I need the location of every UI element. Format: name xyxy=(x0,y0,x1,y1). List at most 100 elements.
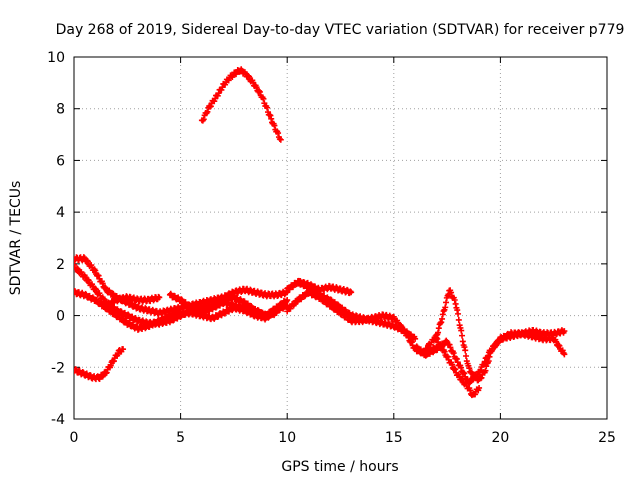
data-point xyxy=(412,335,419,342)
data-point xyxy=(423,346,430,353)
data-point xyxy=(100,295,107,302)
data-point xyxy=(454,359,461,366)
data-point xyxy=(446,341,453,348)
data-point xyxy=(553,338,560,345)
series-arc-d xyxy=(102,293,163,310)
data-point xyxy=(496,338,503,345)
data-point xyxy=(478,374,485,381)
data-point xyxy=(317,294,324,301)
series-arc-k xyxy=(433,334,483,399)
data-point xyxy=(492,343,499,350)
data-point xyxy=(441,348,448,355)
data-point xyxy=(284,297,291,304)
y-tick-label: 4 xyxy=(56,205,65,221)
data-point xyxy=(451,365,458,372)
data-point xyxy=(476,384,483,391)
data-point xyxy=(93,286,100,293)
data-point xyxy=(386,312,393,319)
data-point xyxy=(256,87,263,94)
data-point xyxy=(264,104,271,111)
series-arc-e xyxy=(166,290,280,320)
data-point xyxy=(466,365,473,372)
y-axis-label: SDTVAR / TECUs xyxy=(8,181,24,296)
data-point xyxy=(212,304,219,311)
data-point xyxy=(451,296,458,303)
data-point xyxy=(275,130,282,137)
data-point xyxy=(229,300,236,307)
data-point xyxy=(256,88,263,95)
data-point xyxy=(526,331,533,338)
x-tick-label: 10 xyxy=(278,430,296,446)
y-tick-label: 0 xyxy=(56,309,65,325)
data-point xyxy=(458,327,465,334)
series-arc-h xyxy=(294,278,355,297)
data-point xyxy=(459,332,466,339)
data-point xyxy=(74,265,81,272)
data-point xyxy=(207,103,214,110)
x-tick-label: 5 xyxy=(176,430,185,446)
data-point xyxy=(335,301,342,308)
data-point xyxy=(405,334,412,341)
chart-title: Day 268 of 2019, Sidereal Day-to-day VTE… xyxy=(56,22,625,38)
data-point xyxy=(125,311,132,318)
data-point xyxy=(408,339,415,346)
data-point xyxy=(493,342,500,349)
data-point xyxy=(271,122,278,129)
data-point xyxy=(453,355,460,362)
y-tick-label: -4 xyxy=(51,412,65,428)
y-tick-label: 6 xyxy=(56,153,65,169)
data-point xyxy=(461,370,468,377)
x-tick-label: 20 xyxy=(491,430,509,446)
data-point xyxy=(84,257,91,264)
data-point xyxy=(467,387,474,394)
data-point xyxy=(142,305,149,312)
data-point xyxy=(458,364,465,371)
data-point xyxy=(398,323,405,330)
data-point xyxy=(120,346,127,353)
data-point xyxy=(215,90,222,97)
data-point xyxy=(80,254,87,261)
data-point xyxy=(82,290,89,297)
data-point xyxy=(125,319,132,326)
data-point xyxy=(448,289,455,296)
data-point xyxy=(449,361,456,368)
data-point xyxy=(92,267,99,274)
data-point xyxy=(85,277,92,284)
x-tick-label: 15 xyxy=(385,430,403,446)
data-points xyxy=(74,66,568,399)
data-point xyxy=(561,328,568,335)
data-point xyxy=(247,286,254,293)
data-point xyxy=(348,289,355,296)
data-point xyxy=(413,343,420,350)
data-point xyxy=(253,84,260,91)
data-point xyxy=(450,350,457,357)
data-point xyxy=(92,285,99,292)
data-point xyxy=(390,313,397,320)
data-point xyxy=(556,342,563,349)
data-point xyxy=(142,325,149,332)
series-arc-morning-low xyxy=(74,346,127,383)
data-point xyxy=(434,335,441,342)
data-point xyxy=(447,344,454,351)
data-point xyxy=(99,280,106,287)
data-point xyxy=(452,366,459,373)
data-point xyxy=(401,326,408,333)
data-point xyxy=(462,347,469,354)
data-point xyxy=(499,336,506,343)
y-tick-label: 8 xyxy=(56,102,65,118)
data-point xyxy=(277,136,284,143)
series-arc-j xyxy=(422,287,568,384)
x-tick-label: 25 xyxy=(598,430,616,446)
data-point xyxy=(433,334,440,341)
data-point xyxy=(455,310,462,317)
data-point xyxy=(460,369,467,376)
data-point xyxy=(422,352,429,359)
data-point xyxy=(347,288,354,295)
data-point xyxy=(335,307,342,314)
data-point xyxy=(84,258,91,265)
y-tick-label: 10 xyxy=(47,50,65,66)
data-point xyxy=(458,375,465,382)
data-point xyxy=(273,309,280,316)
data-point xyxy=(455,316,462,323)
